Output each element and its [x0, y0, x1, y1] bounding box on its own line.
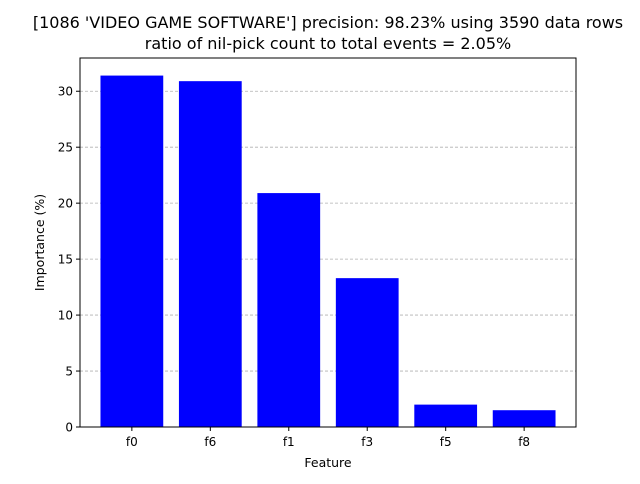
y-tick-label: 0 — [65, 421, 73, 435]
bars — [100, 75, 556, 428]
y-tick-label: 5 — [65, 365, 73, 379]
x-axis-label: Feature — [304, 455, 352, 470]
plot-frame — [79, 57, 577, 428]
bar-f5 — [414, 404, 478, 427]
y-tick-label: 30 — [58, 85, 73, 99]
bar-f6 — [178, 81, 242, 428]
bar-f8 — [492, 410, 556, 427]
x-tick-label-f0: f0 — [126, 435, 138, 449]
y-tick-label: 10 — [58, 309, 73, 323]
chart-title: [1086 'VIDEO GAME SOFTWARE'] precision: … — [33, 13, 623, 32]
chart-subtitle: ratio of nil-pick count to total events … — [145, 34, 511, 53]
x-tick-label-f3: f3 — [361, 435, 373, 449]
y-axis-label: Importance (%) — [32, 194, 47, 291]
y-tick-label: 25 — [58, 141, 73, 155]
bar-f3 — [335, 278, 399, 427]
y-tick-label: 20 — [58, 197, 73, 211]
x-axis-ticks: f0 f6 f1 f3 f5 f8 — [126, 427, 530, 449]
bar-f1 — [257, 193, 321, 427]
y-axis-ticks: 0 5 10 15 20 25 30 — [58, 85, 80, 435]
bar-f0 — [100, 75, 164, 428]
y-tick-label: 15 — [58, 253, 73, 267]
x-tick-label-f8: f8 — [518, 435, 530, 449]
x-tick-label-f1: f1 — [283, 435, 295, 449]
x-tick-label-f6: f6 — [204, 435, 216, 449]
x-tick-label-f5: f5 — [440, 435, 452, 449]
